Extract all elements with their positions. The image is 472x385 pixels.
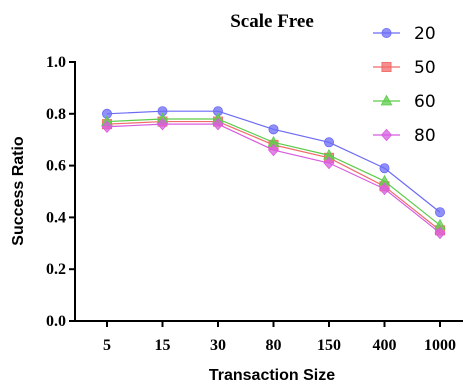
y-tick-label: 0.8: [46, 106, 66, 123]
legend-label: 80: [414, 126, 436, 146]
legend-label: 20: [414, 24, 436, 44]
data-point: [101, 120, 113, 133]
x-tick-label: 150: [317, 337, 341, 354]
legend-marker: [380, 128, 393, 142]
data-point: [268, 124, 279, 135]
x-tick-label: 80: [266, 337, 282, 354]
y-axis-label: Success Ratio: [10, 136, 27, 246]
chart-title: Scale Free: [230, 11, 314, 32]
x-tick-label: 15: [155, 337, 171, 354]
series-layer: [101, 106, 446, 240]
data-point: [379, 163, 390, 174]
legend-label: 50: [414, 58, 436, 78]
x-axis-label: Transaction Size: [209, 367, 335, 384]
data-point: [434, 207, 445, 218]
data-point: [378, 182, 391, 196]
legend-marker: [381, 27, 392, 38]
series-80: [101, 117, 446, 240]
legend-item: 80: [373, 126, 436, 146]
x-tick-label: 30: [210, 337, 226, 354]
legend-item: 60: [373, 92, 436, 112]
legend: 20 50 60 80: [373, 24, 436, 146]
data-point: [267, 143, 280, 157]
legend-marker: [381, 62, 392, 73]
legend-label: 60: [414, 92, 436, 112]
data-point: [212, 117, 224, 131]
legend-item: 20: [373, 24, 436, 44]
y-tick-label: 0.4: [46, 209, 66, 226]
y-tick-label: 0.0: [46, 313, 66, 330]
x-tick-label: 400: [373, 337, 397, 354]
data-point: [156, 117, 169, 131]
x-tick-label: 1000: [424, 337, 456, 354]
y-tick-label: 0.6: [46, 158, 66, 175]
legend-item: 50: [373, 58, 436, 78]
data-point: [323, 137, 334, 148]
x-tick-label: 5: [103, 337, 111, 354]
data-point: [323, 156, 335, 170]
y-tick-label: 1.0: [46, 54, 66, 71]
y-tick-label: 0.2: [46, 261, 66, 278]
series-20: [102, 106, 445, 218]
legend-marker: [380, 94, 393, 106]
data-point: [434, 226, 446, 240]
axes: 0.0 0.2 0.4 0.6 0.8 1.0 5 15 30 80 150 400 1000: [46, 54, 463, 354]
